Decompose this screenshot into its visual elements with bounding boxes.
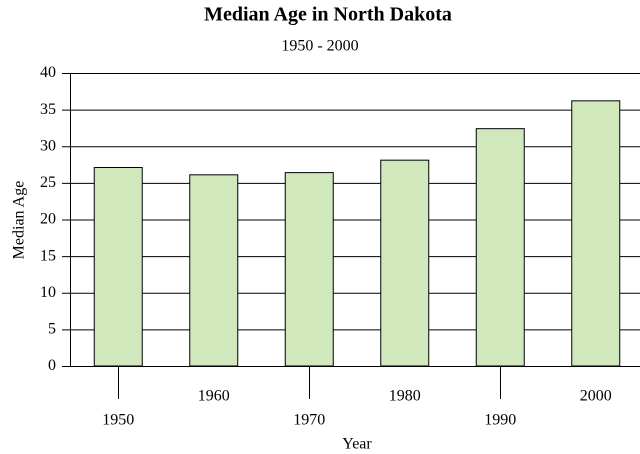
y-tick-label: 5	[48, 321, 56, 338]
y-tick-label: 10	[40, 284, 56, 301]
y-tick-label: 40	[40, 64, 56, 81]
y-axis-label: Median Age	[11, 181, 28, 260]
y-tick-label: 25	[40, 174, 56, 191]
bar	[380, 159, 430, 367]
x-axis-label: Year	[342, 436, 372, 453]
x-tick-label: 1970	[293, 412, 325, 429]
x-tick-label: 1960	[198, 388, 230, 405]
x-tick-label: 1980	[389, 388, 421, 405]
y-tick-label: 0	[48, 357, 56, 374]
bar	[284, 172, 334, 367]
y-tick-label: 35	[40, 101, 56, 118]
bar	[189, 174, 239, 367]
bar	[93, 166, 143, 367]
x-tick-label: 1990	[484, 412, 516, 429]
y-tick-label: 30	[40, 137, 56, 154]
chart-title: Median Age in North Dakota	[204, 4, 452, 26]
x-tick-label: 1950	[102, 412, 134, 429]
bar	[475, 128, 525, 367]
y-tick-label: 20	[40, 211, 56, 228]
chart-subtitle: 1950 - 2000	[281, 38, 358, 55]
y-tick-label: 15	[40, 247, 56, 264]
bar	[571, 100, 621, 367]
x-tick-label: 2000	[580, 388, 612, 405]
